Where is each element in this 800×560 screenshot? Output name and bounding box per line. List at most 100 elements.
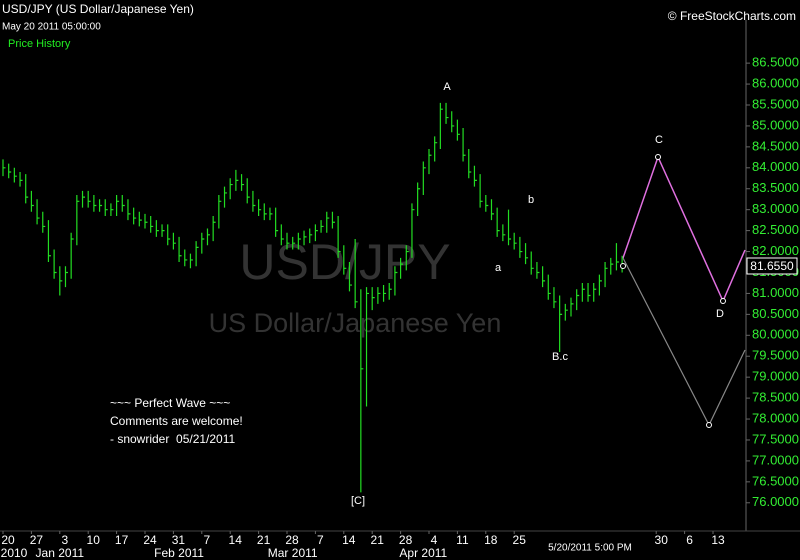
projection-point [720,298,726,304]
projection-point [706,422,712,428]
price-bar [303,230,307,246]
x-tick-label: 14 [342,533,356,547]
y-tick-label: 81.0000 [752,285,799,300]
y-tick-label: 86.0000 [752,76,799,91]
price-bar [348,262,352,292]
x-tick-label: 11 [456,533,469,547]
y-tick-label: 85.5000 [752,96,799,111]
price-bar [587,282,591,302]
price-bar [473,165,477,187]
x-month-label: Jan 2011 [36,546,85,560]
y-tick-label: 83.0000 [752,201,799,216]
price-bar [263,203,267,221]
projection-line [622,154,746,303]
price-bar [8,163,12,179]
x-tick-label: 7 [203,533,210,547]
y-tick-label: 78.0000 [752,410,799,425]
x-tick-label: 7 [317,533,324,547]
price-bar [70,232,74,279]
y-tick-label: 83.5000 [752,180,799,195]
x-tick-label: 14 [229,533,243,547]
price-bar [280,224,284,246]
wave-label: C [655,134,663,146]
y-tick-label: 84.0000 [752,159,799,174]
price-bar [365,287,370,407]
price-bar [610,257,614,275]
price-bar [462,128,466,162]
y-tick-label: 80.0000 [752,327,799,342]
x-tick-label: 30 [655,533,669,547]
price-bar [184,249,188,267]
price-bar [400,257,404,279]
y-tick-label: 77.5000 [752,431,799,446]
price-bar [388,282,392,300]
price-bar [167,224,171,246]
y-tick-label: 84.5000 [752,138,799,153]
watermark: USD/JPY [239,234,450,290]
x-tick-label: 3 [61,533,68,547]
price-bar [354,238,358,309]
price-bar [127,199,131,221]
y-tick-label: 85.0000 [752,117,799,132]
price-bar [25,174,29,204]
price-bar [81,190,86,208]
x-month-label: Mar 2011 [268,546,318,560]
y-tick-label: 82.5000 [752,222,799,237]
price-bar [434,136,438,162]
price-bar [576,289,580,311]
y-tick-label: 76.0000 [752,494,799,509]
x-tick-label: 4 [431,533,438,547]
x-tick-label: 10 [87,533,101,547]
x-month-label: 2010 [1,546,28,560]
timestamp: 5/20/2011 5:00 PM [548,543,632,554]
price-bar [479,174,483,208]
price-bar [394,266,398,296]
price-bar [42,211,46,233]
last-price-label: 81.6550 [750,259,794,273]
price-bar [485,195,489,212]
price-bar [59,266,63,296]
x-tick-label: 17 [115,533,129,547]
price-bar [229,178,233,200]
x-tick-label: 27 [30,533,44,547]
chart-subtitle: May 20 2011 05:00:00 [2,22,101,33]
price-bar [411,203,415,258]
price-bar [536,262,540,279]
price-bar [297,232,301,250]
price-bar [371,287,375,311]
price-bar [422,161,426,196]
price-bar [76,195,80,246]
price-bar [570,297,574,317]
wave-label: D [716,308,724,320]
price-bar [246,178,250,204]
price-bar [468,148,472,179]
price-bar [593,282,597,302]
price-bar [292,236,296,250]
price-bar [87,190,91,208]
price-bar [456,119,460,141]
comment-line: ~~~ Perfect Wave ~~~ [110,396,230,410]
price-bar [223,186,228,208]
price-bar [451,111,455,133]
price-bar [553,287,557,309]
y-tick-label: 82.0000 [752,243,799,258]
x-tick-label: 21 [257,533,271,547]
x-tick-label: 28 [399,533,413,547]
price-bar [144,213,148,229]
y-tick-label: 78.5000 [752,390,799,405]
price-bar [240,174,245,191]
price-bar [116,195,120,216]
price-bar [218,195,222,229]
price-bar [110,203,114,216]
price-bar [417,182,421,216]
price-bar [445,102,449,124]
price-bar [252,190,256,212]
price-bar [206,228,210,246]
price-bar [133,207,137,225]
price-bar [161,224,165,237]
y-tick-label: 86.5000 [752,55,799,70]
price-bar [195,241,199,267]
wave-label: a [495,262,502,274]
